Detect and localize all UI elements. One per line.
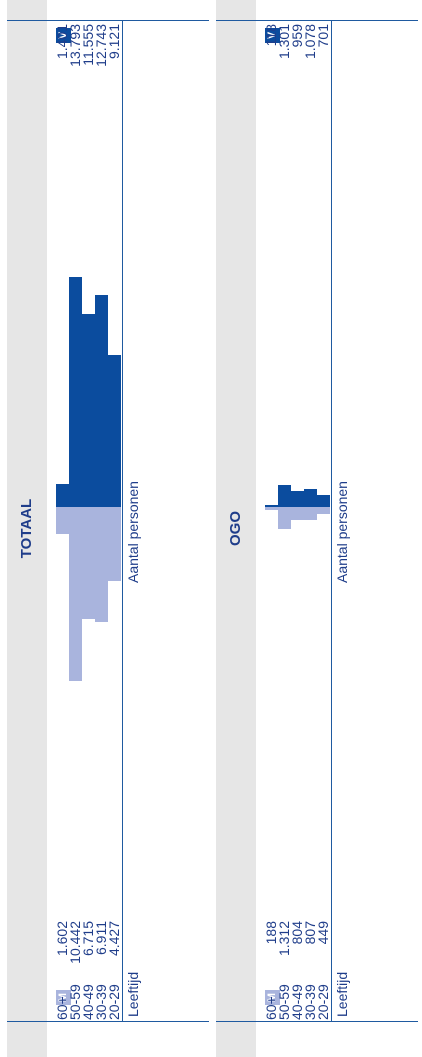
bar-v (278, 485, 291, 507)
x-axis-label: Leeftijd (334, 972, 350, 1017)
value-label-v: 9.121 (108, 24, 121, 94)
bar-m (95, 507, 108, 622)
totaal-title-band: TOTAAL (7, 0, 47, 1057)
bar-m (317, 507, 330, 514)
value-label-v: 701 (317, 24, 330, 94)
totaal-panel: TOTAAL M V 60+ 1.602 1.401 50-59 10.442 13.793 4… (7, 0, 209, 1057)
totaal-right-rule (7, 20, 209, 21)
bar-m (108, 507, 121, 581)
ogo-panel: OGO M V 60+ 188 118 50-59 1.312 1.301 40-49 804 95… (216, 0, 418, 1057)
value-label-m: 4.427 (108, 921, 121, 991)
value-label-m: 449 (317, 921, 330, 991)
bar-v (291, 491, 304, 507)
ogo-right-rule (216, 20, 418, 21)
axis-rule (122, 21, 123, 1021)
totaal-left-rule (7, 1021, 209, 1022)
ogo-title-band: OGO (216, 0, 256, 1057)
bar-m (82, 507, 95, 619)
bar-v (69, 277, 82, 507)
bar-v (56, 484, 69, 507)
bar-m (265, 507, 278, 510)
axis-rule (331, 21, 332, 1021)
ogo-left-rule (216, 1021, 418, 1022)
bar-m (291, 507, 304, 520)
bar-m (69, 507, 82, 681)
y-axis-label: Aantal personen (334, 481, 350, 583)
bar-v (265, 505, 278, 507)
bar-v (95, 295, 108, 507)
bar-v (304, 489, 317, 507)
bar-v (108, 355, 121, 507)
bar-v (82, 314, 95, 507)
ogo-title: OGO (227, 0, 244, 1057)
bar-m (56, 507, 69, 534)
bar-v (317, 495, 330, 507)
bar-m (278, 507, 291, 529)
y-axis-label: Aantal personen (125, 481, 141, 583)
x-axis-label: Leeftijd (125, 972, 141, 1017)
totaal-title: TOTAAL (18, 0, 35, 1057)
bar-m (304, 507, 317, 520)
